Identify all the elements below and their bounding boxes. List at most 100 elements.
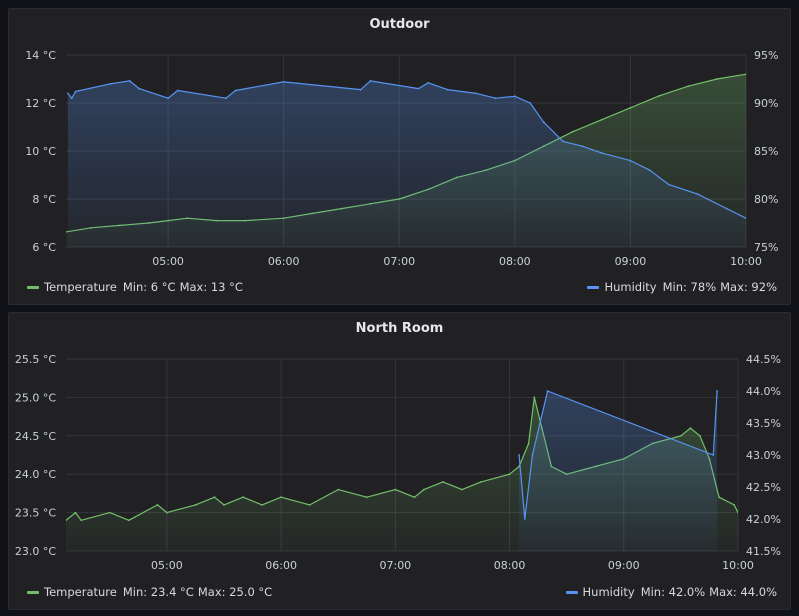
legend-min: Min: 42.0% — [640, 585, 706, 599]
data-point-temperature — [733, 504, 736, 506]
y-left-tick-label: 23.0 °C — [15, 545, 56, 558]
data-point-temperature — [194, 504, 197, 506]
legend-max: Max: 92% — [720, 280, 777, 294]
data-point-humidity — [581, 145, 584, 148]
data-point-humidity — [417, 87, 420, 90]
data-point-humidity — [648, 169, 651, 172]
data-point-humidity — [542, 121, 545, 124]
y-right-tick-label: 75% — [754, 241, 778, 254]
x-tick-label: 05:00 — [152, 255, 184, 268]
y-left-tick-label: 24.5 °C — [15, 430, 56, 443]
data-point-temperature — [423, 488, 425, 491]
legend-label: Temperature — [44, 280, 117, 294]
data-point-temperature — [108, 511, 111, 514]
y-right-tick-label: 44.5% — [746, 353, 781, 366]
y-left-tick-label: 8 °C — [32, 193, 56, 206]
north-room-panel: North Room 25.5 °C 25.0 °C 24.5 °C 24.0 °C 2… — [8, 312, 791, 610]
x-tick-label: 09:00 — [608, 559, 640, 572]
data-point-temperature — [242, 496, 244, 499]
data-point-humidity — [523, 518, 526, 520]
series-area-humidity — [519, 391, 718, 551]
data-point-temperature — [223, 504, 225, 506]
panel-title: North Room — [355, 321, 444, 336]
data-point-temperature — [308, 504, 311, 506]
x-tick-label: 07:00 — [383, 255, 415, 268]
y-left-tick-label: 6 °C — [32, 241, 56, 254]
data-point-humidity — [138, 87, 141, 90]
data-point-temperature — [365, 496, 368, 499]
data-point-temperature — [508, 473, 511, 476]
data-point-temperature — [571, 130, 574, 133]
legend-temperature[interactable]: Temperature Min: 23.4 °C Max: 25.0 °C — [27, 585, 276, 599]
x-tick-label: 07:00 — [379, 559, 411, 572]
legend-max: Max: 44.0% — [709, 585, 777, 599]
x-tick-label: 05:00 — [151, 559, 183, 572]
data-point-humidity — [67, 92, 69, 95]
legend-swatch-humidity — [565, 590, 578, 594]
x-tick-label: 08:00 — [499, 255, 531, 268]
data-point-temperature — [442, 481, 444, 483]
data-point-humidity — [531, 454, 534, 456]
data-point-humidity — [494, 97, 497, 100]
data-point-humidity — [529, 102, 532, 104]
data-point-humidity — [176, 89, 179, 92]
data-point-temperature — [337, 488, 340, 491]
data-point-temperature — [687, 85, 690, 88]
data-point-humidity — [446, 88, 449, 91]
legend-label: Humidity — [582, 585, 635, 599]
data-point-humidity — [234, 89, 237, 92]
y-left-tick-label: 24.0 °C — [15, 468, 56, 481]
y-left-tick-label: 12 °C — [25, 97, 56, 110]
series-area-humidity — [67, 80, 746, 247]
data-point-temperature — [718, 496, 720, 499]
data-point-humidity — [725, 207, 728, 210]
legend-min: Min: 23.4 °C — [122, 585, 194, 599]
data-point-temperature — [716, 78, 718, 80]
y-right-tick-label: 43.0% — [746, 449, 781, 462]
legend-swatch-temperature — [27, 285, 39, 289]
data-point-temperature — [127, 519, 130, 522]
data-point-humidity — [668, 183, 670, 186]
y-right-tick-label: 80% — [754, 193, 778, 206]
data-point-temperature — [658, 94, 661, 97]
y-right-tick-label: 95% — [754, 49, 778, 62]
data-point-temperature — [680, 434, 682, 437]
data-point-temperature — [629, 106, 632, 109]
y-right-tick-label: 42.5% — [746, 481, 781, 494]
x-tick-label: 10:00 — [722, 559, 754, 572]
data-point-temperature — [737, 511, 738, 514]
series-line-humidity — [518, 390, 718, 520]
legend-temperature[interactable]: Temperature Min: 6 °C Max: 13 °C — [27, 280, 247, 294]
north-room-chart: 25.5 °C 25.0 °C 24.5 °C 24.0 °C 23.5 °C 23.0 … — [15, 353, 781, 572]
legend-label: Temperature — [44, 585, 117, 599]
data-point-humidity — [225, 97, 227, 100]
data-point-humidity — [546, 390, 549, 392]
series-group — [66, 390, 738, 551]
legend-min: Min: 6 °C — [122, 280, 176, 294]
data-point-temperature — [66, 519, 67, 522]
data-point-humidity — [712, 454, 715, 456]
legend-humidity[interactable]: Humidity Min: 78% Max: 92% — [587, 280, 781, 294]
series-group — [61, 73, 746, 247]
data-point-humidity — [716, 390, 718, 392]
legend-max: Max: 25.0 °C — [197, 585, 273, 599]
data-point-humidity — [600, 152, 603, 154]
legend-humidity[interactable]: Humidity Min: 42.0% Max: 44.0% — [565, 585, 781, 599]
data-point-temperature — [156, 504, 159, 506]
outdoor-chart: 14 °C 12 °C 10 °C 8 °C 6 °C 95% 90% 85% 80% 75% 05… — [25, 49, 778, 268]
y-right-tick-label: 90% — [754, 97, 778, 110]
data-point-temperature — [533, 396, 536, 399]
x-tick-label: 09:00 — [615, 255, 647, 268]
data-point-humidity — [282, 81, 285, 83]
data-point-temperature — [74, 511, 77, 514]
data-point-humidity — [513, 95, 516, 98]
y-left-tick-label: 10 °C — [25, 145, 56, 158]
series-line-humidity — [67, 80, 746, 219]
y-right-tick-label: 44.0% — [746, 385, 781, 398]
y-left-tick-label: 25.5 °C — [15, 353, 56, 366]
data-point-temperature — [280, 496, 282, 499]
data-point-humidity — [518, 454, 520, 456]
data-point-temperature — [61, 232, 63, 234]
data-point-humidity — [128, 80, 131, 82]
data-point-temperature — [527, 442, 530, 445]
